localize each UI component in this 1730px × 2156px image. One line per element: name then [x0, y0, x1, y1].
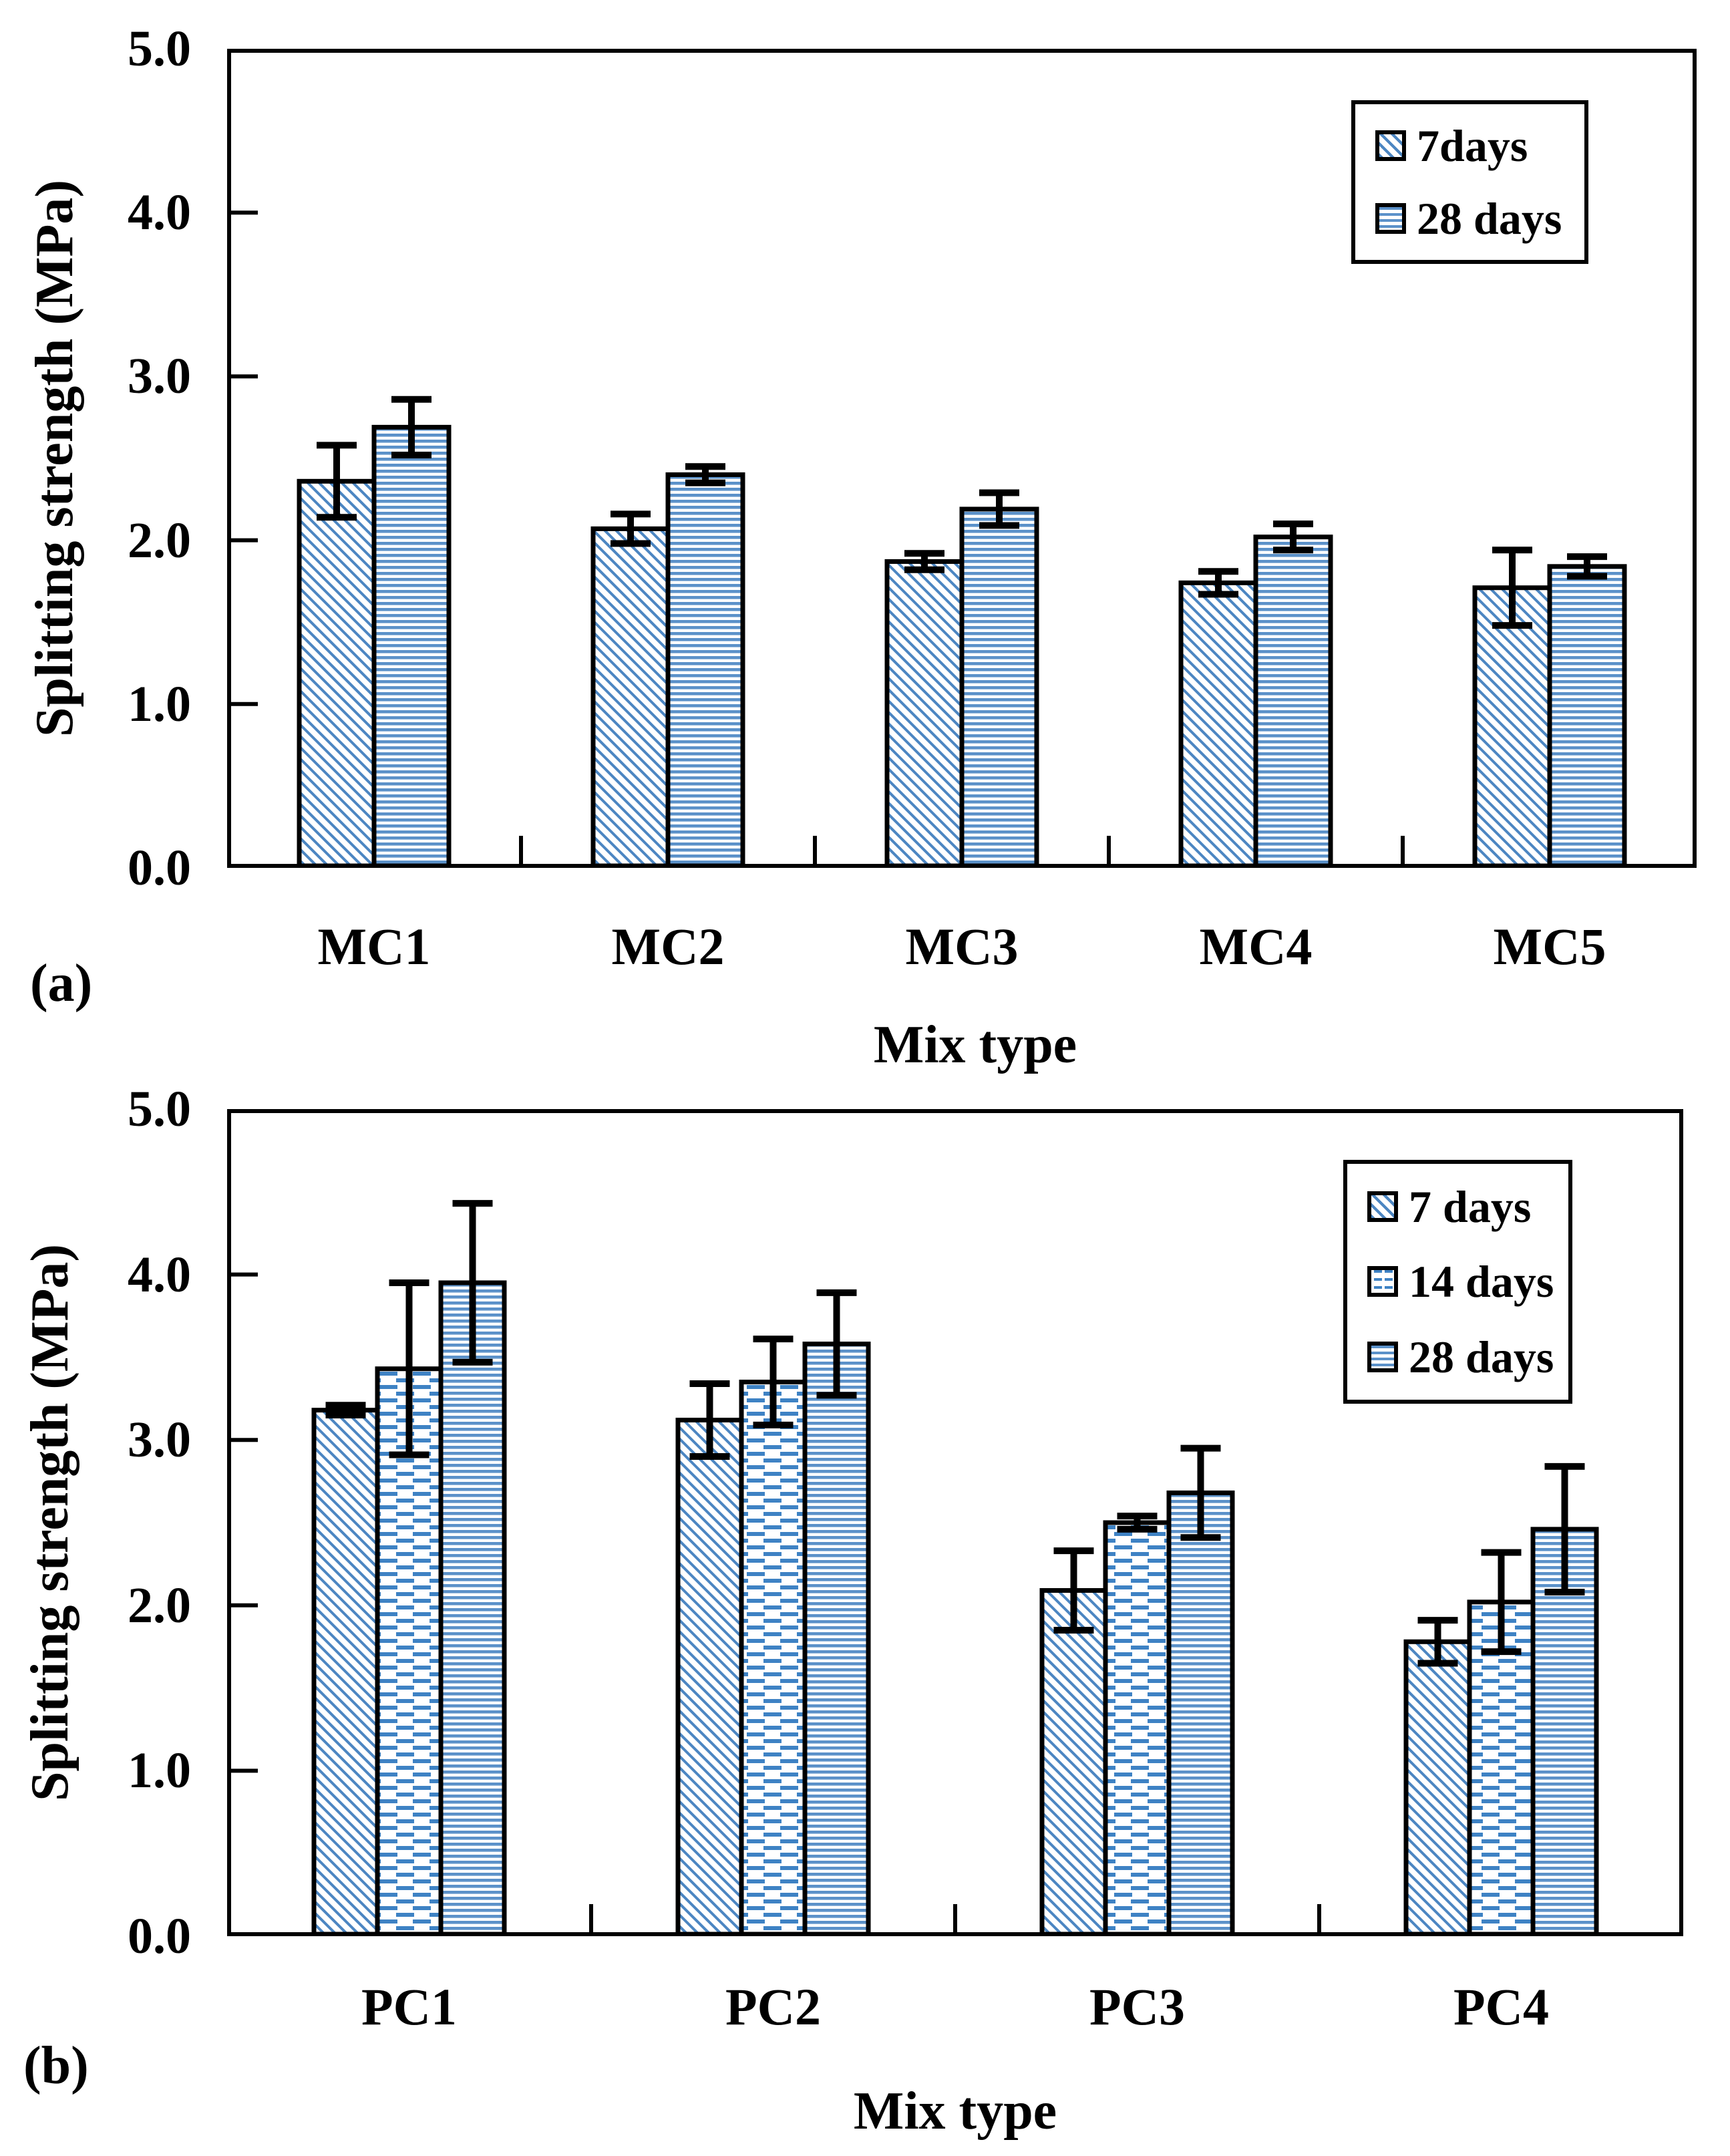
- bar-PC2-28days: [802, 1342, 871, 1936]
- x-axis-category-labels: PC1 PC2 PC3 PC4: [227, 1981, 1683, 2061]
- y-tick-label: 1.0: [128, 1742, 191, 1799]
- y-axis-tick-labels: 5.0 4.0 3.0 2.0 1.0 0.0: [0, 1084, 214, 1962]
- x-category-label-PC3: PC3: [1089, 1978, 1185, 2036]
- legend-swatch-diagonal-icon: [1367, 1191, 1398, 1223]
- panel-label-b: (b): [23, 2036, 89, 2095]
- chart-panel-b: Splitting strength (MPa) 5.0 4.0 3.0 2.0 1.0…: [0, 1078, 1730, 2156]
- bar-PC3-7days: [1039, 1588, 1108, 1936]
- legend-swatch-dashrow-icon: [1367, 1266, 1398, 1297]
- bar-MC5-7days: [1472, 585, 1552, 868]
- plot-area-svg: [227, 1109, 1683, 1936]
- bar-MC1-28days: [371, 424, 452, 868]
- y-tick-label: 0.0: [128, 1908, 191, 1964]
- y-axis-tick-labels: 5.0 4.0 3.0 2.0 1.0 0.0: [0, 23, 214, 893]
- x-axis-title: Mix type: [873, 1016, 1077, 1074]
- legend: 7 days 14 days 28 days: [1343, 1160, 1572, 1404]
- bar-MC5-28days: [1547, 564, 1627, 868]
- y-tick-label: 1.0: [128, 675, 191, 732]
- x-category-label-MC3: MC3: [905, 917, 1019, 975]
- legend-label: 7days: [1417, 120, 1528, 172]
- legend: 7days 28 days: [1351, 100, 1588, 264]
- bar-MC1-7days: [297, 478, 377, 868]
- bar-PC3-28days: [1166, 1490, 1235, 1936]
- x-axis-category-labels: MC1 MC2 MC3 MC4 MC5: [227, 921, 1697, 1001]
- bar-PC3-14days: [1103, 1520, 1172, 1936]
- bar-MC3-7days: [884, 559, 965, 868]
- y-tick-label: 5.0: [128, 1081, 191, 1137]
- bar-MC2-28days: [665, 472, 745, 868]
- bar-PC1-7days: [311, 1408, 380, 1936]
- x-category-label-MC4: MC4: [1199, 917, 1313, 975]
- legend-swatch-hstripe-icon: [1375, 202, 1406, 234]
- legend-label: 14 days: [1409, 1256, 1554, 1307]
- x-axis-title: Mix type: [853, 2082, 1057, 2141]
- x-category-label-PC2: PC2: [725, 1978, 821, 2036]
- x-category-label-MC5: MC5: [1493, 917, 1606, 975]
- y-tick-label: 4.0: [128, 1246, 191, 1303]
- legend-item: 14 days: [1367, 1259, 1568, 1304]
- y-tick-label: 0.0: [128, 840, 191, 896]
- y-tick-label: 3.0: [128, 348, 191, 405]
- panel-label-a: (a): [30, 954, 93, 1013]
- x-category-label-PC4: PC4: [1453, 1978, 1549, 2036]
- legend-swatch-diagonal-icon: [1375, 130, 1406, 162]
- plot-area: [227, 1109, 1683, 1936]
- bar-MC4-28days: [1253, 534, 1333, 868]
- y-tick-label: 2.0: [128, 1577, 191, 1634]
- bar-MC2-7days: [590, 526, 671, 868]
- legend-item: 7 days: [1367, 1184, 1568, 1229]
- plot-area: [227, 49, 1697, 868]
- legend-label: 7 days: [1409, 1181, 1532, 1233]
- legend-label: 28 days: [1417, 192, 1562, 244]
- bar-MC3-28days: [959, 506, 1039, 868]
- legend-item: 7days: [1375, 123, 1584, 168]
- y-tick-label: 5.0: [128, 21, 191, 77]
- chart-panel-a: Splitting strength (MPa) 5.0 4.0 3.0 2.0 1.0…: [0, 23, 1697, 1074]
- bar-PC2-14days: [739, 1380, 808, 1936]
- bar-PC4-7days: [1403, 1639, 1472, 1936]
- bar-PC1-28days: [438, 1280, 507, 1936]
- bar-PC2-7days: [675, 1417, 744, 1936]
- legend-item: 28 days: [1375, 196, 1584, 241]
- x-category-label-PC1: PC1: [361, 1978, 457, 2036]
- x-category-label-MC1: MC1: [317, 917, 431, 975]
- legend-item: 28 days: [1367, 1334, 1568, 1380]
- plot-area-svg: [227, 49, 1697, 868]
- x-category-label-MC2: MC2: [611, 917, 725, 975]
- y-tick-label: 3.0: [128, 1412, 191, 1469]
- legend-swatch-hstripe-icon: [1367, 1341, 1398, 1372]
- y-tick-label: 4.0: [128, 184, 191, 241]
- y-tick-label: 2.0: [128, 512, 191, 569]
- legend-label: 28 days: [1409, 1331, 1554, 1382]
- bar-MC4-7days: [1178, 580, 1258, 868]
